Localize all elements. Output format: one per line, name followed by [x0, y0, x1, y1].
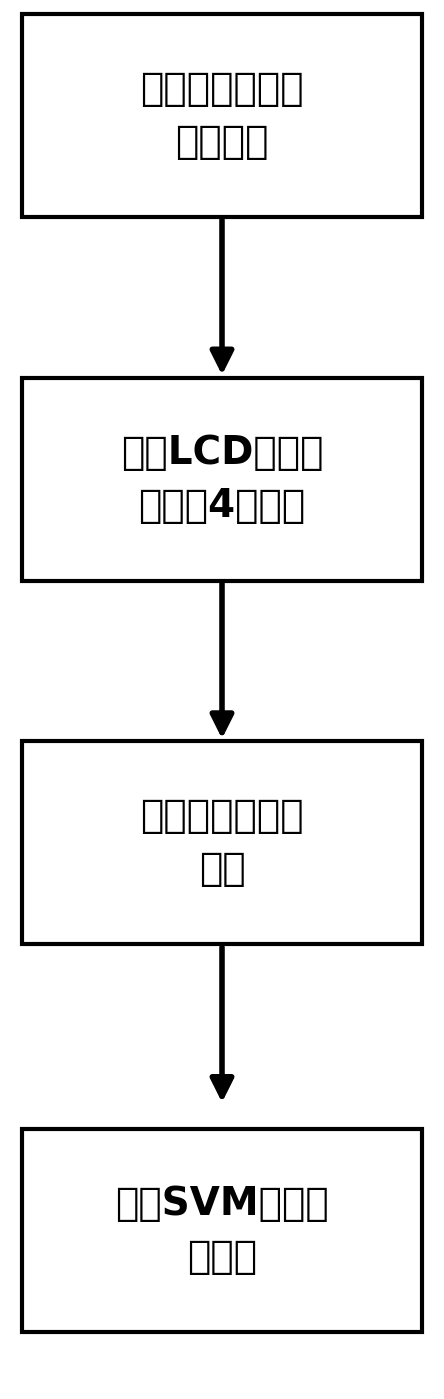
Bar [22, 378, 422, 581]
Text: 求取排列熵特征
向量: 求取排列熵特征 向量 [140, 797, 304, 888]
Text: 带入SVM进行故
障分类: 带入SVM进行故 障分类 [115, 1185, 329, 1276]
Text: 采集振动信号并
进行降噪: 采集振动信号并 进行降噪 [140, 70, 304, 161]
Bar [22, 741, 422, 944]
Text: 进行LCD分解，
并取前4个分量: 进行LCD分解， 并取前4个分量 [121, 434, 323, 525]
Bar [22, 1129, 422, 1332]
Bar [22, 14, 422, 217]
